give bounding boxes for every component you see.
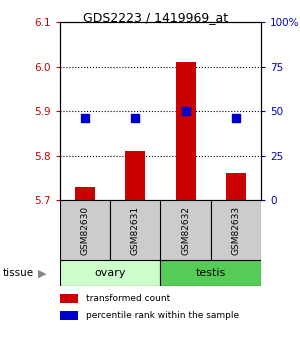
Text: GSM82632: GSM82632	[181, 206, 190, 255]
Bar	[160, 260, 261, 286]
Point	[133, 115, 138, 121]
Bar	[110, 200, 160, 260]
Text: ovary: ovary	[94, 268, 126, 278]
Text: GSM82630: GSM82630	[81, 206, 90, 255]
Point	[233, 115, 238, 121]
Bar	[75, 187, 95, 200]
Text: transformed count: transformed count	[86, 294, 170, 303]
Text: GSM82633: GSM82633	[231, 206, 240, 255]
Text: percentile rank within the sample: percentile rank within the sample	[86, 311, 239, 320]
Text: GSM82631: GSM82631	[131, 206, 140, 255]
Bar	[176, 62, 196, 200]
Bar	[160, 200, 211, 260]
Bar	[60, 260, 160, 286]
Point	[83, 115, 88, 121]
Bar	[211, 200, 261, 260]
Text: GDS2223 / 1419969_at: GDS2223 / 1419969_at	[83, 11, 229, 24]
Bar	[60, 312, 78, 320]
Bar	[226, 174, 246, 200]
Text: tissue: tissue	[3, 268, 34, 278]
Bar	[60, 200, 110, 260]
Bar	[125, 151, 146, 200]
Point	[183, 108, 188, 114]
Text: testis: testis	[196, 268, 226, 278]
Text: ▶: ▶	[38, 268, 46, 278]
Bar	[60, 294, 78, 303]
